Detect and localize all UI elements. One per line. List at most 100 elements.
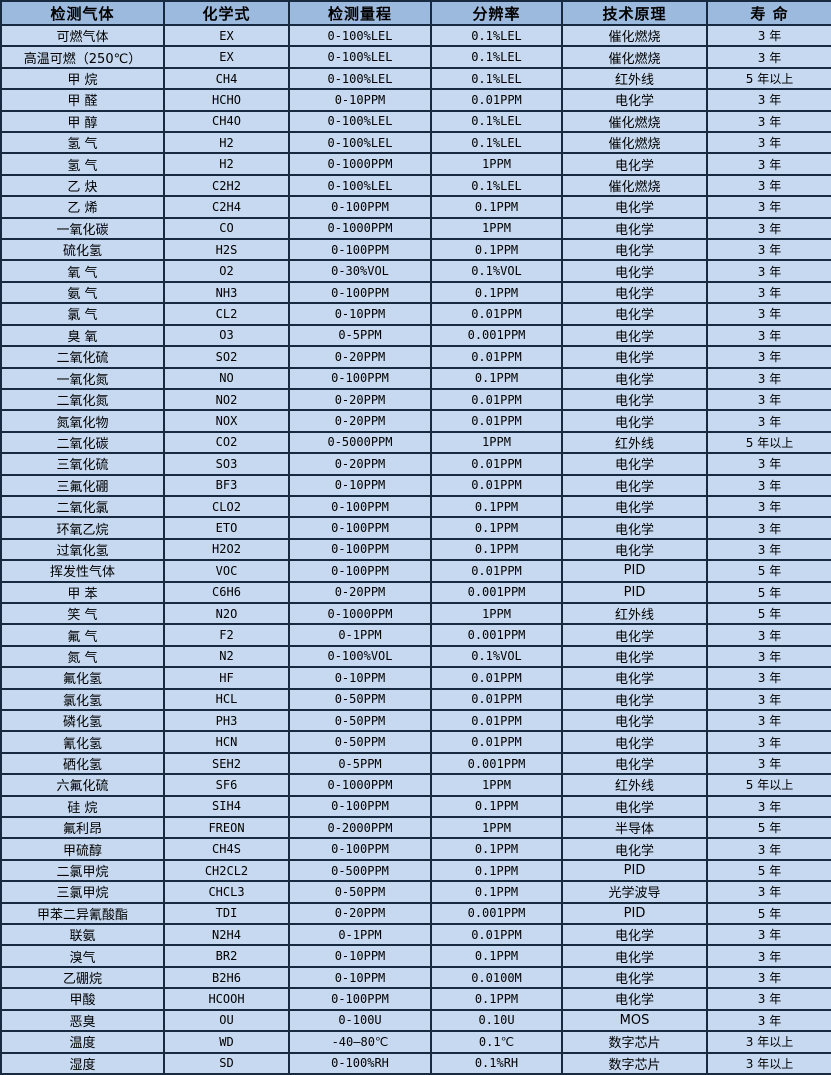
range-cell: 0-1000PPM xyxy=(288,152,432,176)
principle-cell: PID xyxy=(561,858,708,883)
lifespan-cell: 3 年 xyxy=(706,45,831,69)
resolution-cell: 0.1%LEL xyxy=(430,131,563,155)
resolution-cell: 0.01PPM xyxy=(430,302,563,326)
gas-name-cell: 一氧化碳 xyxy=(0,216,165,241)
resolution-cell: 0.1PPM xyxy=(430,858,563,883)
resolution-cell: 0.01PPM xyxy=(430,409,563,433)
table-row: 二氧化氯 CLO2 0-100PPM 0.1PPM 电化学 3 年 xyxy=(0,494,831,519)
range-cell: 0-100PPM xyxy=(288,794,432,819)
table-row: 恶臭 OU 0-100U 0.10U MOS 3 年 xyxy=(0,1008,831,1033)
lifespan-cell: 3 年 xyxy=(706,644,831,669)
formula-cell: C2H2 xyxy=(163,173,290,198)
principle-cell: 红外线 xyxy=(561,66,708,91)
range-cell: 0-100PPM xyxy=(288,837,432,861)
table-row: 溴气 BR2 0-10PPM 0.1PPM 电化学 3 年 xyxy=(0,944,831,968)
gas-name-cell: 氢 气 xyxy=(0,131,165,155)
range-cell: 0-10PPM xyxy=(288,302,432,326)
table-row: 氟 气 F2 0-1PPM 0.001PPM 电化学 3 年 xyxy=(0,623,831,647)
gas-name-cell: 甲酸 xyxy=(0,987,165,1011)
resolution-cell: 0.1%LEL xyxy=(430,109,563,134)
lifespan-cell: 3 年 xyxy=(706,238,831,262)
resolution-cell: 0.01PPM xyxy=(430,387,563,412)
gas-name-cell: 一氧化氮 xyxy=(0,366,165,390)
formula-cell: H2 xyxy=(163,131,290,155)
gas-name-cell: 氮氧化物 xyxy=(0,409,165,433)
range-cell: 0-5000PPM xyxy=(288,430,432,455)
lifespan-cell: 3 年 xyxy=(706,345,831,369)
range-cell: 0-100PPM xyxy=(288,366,432,390)
principle-cell: PID xyxy=(561,901,708,926)
formula-cell: N2O xyxy=(163,601,290,626)
resolution-cell: 0.1%LEL xyxy=(430,45,563,69)
resolution-cell: 1PPM xyxy=(430,816,563,840)
principle-cell: 电化学 xyxy=(561,345,708,369)
resolution-cell: 0.01PPM xyxy=(430,666,563,690)
range-cell: 0-100%RH xyxy=(288,1051,432,1075)
table-row: 硫化氢 H2S 0-100PPM 0.1PPM 电化学 3 年 xyxy=(0,238,831,262)
table-row: 二氧化氮 NO2 0-20PPM 0.01PPM 电化学 3 年 xyxy=(0,387,831,412)
table-row: 挥发性气体 VOC 0-100PPM 0.01PPM PID 5 年 xyxy=(0,559,831,583)
principle-cell: 电化学 xyxy=(561,837,708,861)
range-cell: 0-20PPM xyxy=(288,580,432,604)
range-cell: 0-10PPM xyxy=(288,965,432,990)
range-cell: 0-1PPM xyxy=(288,923,432,947)
table-header: 检测气体 化学式 检测量程 分辨率 技术原理寿 命 xyxy=(0,0,831,26)
formula-cell: TDI xyxy=(163,901,290,926)
lifespan-cell: 3 年 xyxy=(706,23,831,48)
resolution-cell: 0.1PPM xyxy=(430,537,563,562)
principle-cell: PID xyxy=(561,559,708,583)
formula-cell: CH2CL2 xyxy=(163,858,290,883)
gas-name-cell: 三氟化硼 xyxy=(0,473,165,497)
lifespan-cell: 3 年 xyxy=(706,494,831,519)
table-row: 氮 气 N2 0-100%VOL 0.1%VOL 电化学 3 年 xyxy=(0,644,831,669)
resolution-cell: 0.01PPM xyxy=(430,730,563,754)
lifespan-cell: 3 年 xyxy=(706,259,831,283)
gas-name-cell: 可燃气体 xyxy=(0,23,165,48)
resolution-cell: 0.1PPM xyxy=(430,366,563,390)
gas-name-cell: 氧 气 xyxy=(0,259,165,283)
range-cell: 0-50PPM xyxy=(288,730,432,754)
formula-cell: N2 xyxy=(163,644,290,669)
range-cell: 0-1000PPM xyxy=(288,601,432,626)
table-row: 甲 醇 CH4O 0-100%LEL 0.1%LEL 催化燃烧 3 年 xyxy=(0,109,831,134)
range-cell: -40—80℃ xyxy=(288,1030,432,1054)
resolution-cell: 1PPM xyxy=(430,216,563,241)
principle-cell: 电化学 xyxy=(561,366,708,390)
column-header: 分辨率 xyxy=(430,0,563,26)
table-row: 氧 气 O2 0-30%VOL 0.1%VOL 电化学 3 年 xyxy=(0,259,831,283)
principle-cell: 电化学 xyxy=(561,623,708,647)
range-cell: 0-50PPM xyxy=(288,880,432,904)
principle-cell: 电化学 xyxy=(561,666,708,690)
table-row: 环氧乙烷 ETO 0-100PPM 0.1PPM 电化学 3 年 xyxy=(0,516,831,540)
gas-name-cell: 三氧化硫 xyxy=(0,452,165,476)
range-cell: 0-10PPM xyxy=(288,666,432,690)
principle-cell: 数字芯片 xyxy=(561,1030,708,1054)
lifespan-cell: 3 年 xyxy=(706,280,831,305)
table-row: 乙硼烷 B2H6 0-10PPM 0.0100M 电化学 3 年 xyxy=(0,965,831,990)
principle-cell: 电化学 xyxy=(561,751,708,776)
principle-cell: 电化学 xyxy=(561,409,708,433)
formula-cell: SO2 xyxy=(163,345,290,369)
principle-cell: 电化学 xyxy=(561,944,708,968)
formula-cell: SF6 xyxy=(163,773,290,797)
gas-name-cell: 甲苯二异氰酸酯 xyxy=(0,901,165,926)
resolution-cell: 0.1%LEL xyxy=(430,66,563,91)
gas-name-cell: 三氯甲烷 xyxy=(0,880,165,904)
gas-name-cell: 湿度 xyxy=(0,1051,165,1075)
gas-name-cell: 氢 气 xyxy=(0,152,165,176)
range-cell: 0-20PPM xyxy=(288,387,432,412)
principle-cell: 电化学 xyxy=(561,730,708,754)
lifespan-cell: 3 年 xyxy=(706,923,831,947)
table-row: 氯 气 CL2 0-10PPM 0.01PPM 电化学 3 年 xyxy=(0,302,831,326)
formula-cell: CO xyxy=(163,216,290,241)
resolution-cell: 0.001PPM xyxy=(430,580,563,604)
table-row: 甲 醛 HCHO 0-10PPM 0.01PPM 电化学 3 年 xyxy=(0,88,831,112)
column-header: 技术原理 xyxy=(561,0,708,26)
formula-cell: CH4S xyxy=(163,837,290,861)
formula-cell: FREON xyxy=(163,816,290,840)
table-row: 三氧化硫 SO3 0-20PPM 0.01PPM 电化学 3 年 xyxy=(0,452,831,476)
range-cell: 0-5PPM xyxy=(288,323,432,348)
range-cell: 0-30%VOL xyxy=(288,259,432,283)
gas-name-cell: 氟利昂 xyxy=(0,816,165,840)
